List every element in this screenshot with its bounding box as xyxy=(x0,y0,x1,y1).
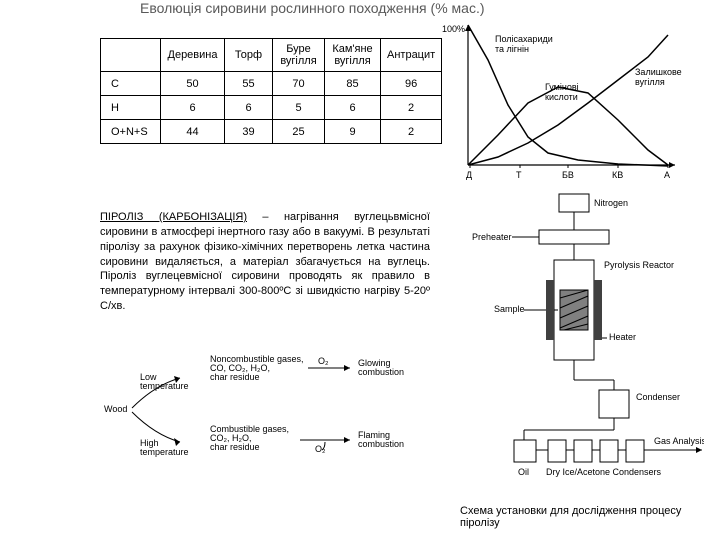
table-row: O+N+S 44 39 25 9 2 xyxy=(101,120,442,144)
label-condenser: Condenser xyxy=(636,392,680,402)
cell: 96 xyxy=(381,72,442,96)
cell: 9 xyxy=(325,120,381,144)
y-top-label: 100% xyxy=(442,24,465,34)
cell: 2 xyxy=(381,120,442,144)
x-label: Д xyxy=(466,170,472,180)
label-comb: Combustible gases, CO₂, H₂O, char residu… xyxy=(210,424,292,452)
evolution-chart: 100% Д Т БВ КВ А Полісахариди та лігнін … xyxy=(440,20,690,185)
col-header xyxy=(101,39,161,72)
cell: 5 xyxy=(273,96,325,120)
curve-label: Залишкове вугілля xyxy=(635,67,684,87)
label-flame: Flamingcombustion xyxy=(358,430,404,449)
col-header: Деревина xyxy=(161,39,225,72)
cell: 70 xyxy=(273,72,325,96)
label-heater: Heater xyxy=(609,332,636,342)
paragraph-heading: ПІРОЛІЗ (КАРБОНІЗАЦІЯ) xyxy=(100,211,247,223)
table-header-row: Деревина Торф Буре вугілля Кам'яне вугіл… xyxy=(101,39,442,72)
col-header: Кам'яне вугілля xyxy=(325,39,381,72)
x-label: БВ xyxy=(562,170,574,180)
cell: 6 xyxy=(325,96,381,120)
label-gas: Gas Analysis xyxy=(654,436,704,446)
cell: 50 xyxy=(161,72,225,96)
paragraph: ПІРОЛІЗ (КАРБОНІЗАЦІЯ) – нагрівання вугл… xyxy=(100,210,430,314)
x-label: КВ xyxy=(612,170,623,180)
cell: 55 xyxy=(225,72,273,96)
label-wood: Wood xyxy=(104,404,127,414)
label-noncomb: Noncombustible gases, CO, CO₂, H₂O, char… xyxy=(210,354,306,382)
label-oil: Oil xyxy=(518,467,529,477)
x-label: А xyxy=(664,170,670,180)
label-glow: Glowingcombustion xyxy=(358,358,404,377)
composition-table: Деревина Торф Буре вугілля Кам'яне вугіл… xyxy=(100,38,442,144)
label-nitrogen: Nitrogen xyxy=(594,198,628,208)
x-label: Т xyxy=(516,170,522,180)
cell: 2 xyxy=(381,96,442,120)
paragraph-body: – нагрівання вуглецьвмісної сировини в а… xyxy=(100,211,430,312)
row-label: C xyxy=(101,72,161,96)
cell: 85 xyxy=(325,72,381,96)
combustion-diagram: Wood Lowtemperature Hightemperature Nonc… xyxy=(100,350,440,470)
label-dryice: Dry Ice/Acetone Condensers xyxy=(546,467,662,477)
col-header: Буре вугілля xyxy=(273,39,325,72)
cell: 6 xyxy=(161,96,225,120)
cell: 6 xyxy=(225,96,273,120)
cell: 39 xyxy=(225,120,273,144)
apparatus-diagram: Nitrogen Preheater Pyrolysis Reactor Sam… xyxy=(464,190,704,490)
cell: 25 xyxy=(273,120,325,144)
col-header: Торф xyxy=(225,39,273,72)
label-low: Lowtemperature xyxy=(140,372,189,391)
table-row: H 6 6 5 6 2 xyxy=(101,96,442,120)
label-preheater: Preheater xyxy=(472,232,512,242)
apparatus-caption: Схема установки для дослідження процесу … xyxy=(460,505,720,529)
cell: 44 xyxy=(161,120,225,144)
label-o2: O₂ xyxy=(318,356,329,366)
curve-label: Полісахариди та лігнін xyxy=(495,34,555,54)
page-title: Еволюція сировини рослинного походження … xyxy=(140,0,485,16)
row-label: O+N+S xyxy=(101,120,161,144)
label-reactor: Pyrolysis Reactor xyxy=(604,260,674,270)
curve-label: Гумінові кислоти xyxy=(545,82,581,102)
table-row: C 50 55 70 85 96 xyxy=(101,72,442,96)
label-sample: Sample xyxy=(494,304,525,314)
col-header: Антрацит xyxy=(381,39,442,72)
row-label: H xyxy=(101,96,161,120)
label-high: Hightemperature xyxy=(140,438,189,457)
